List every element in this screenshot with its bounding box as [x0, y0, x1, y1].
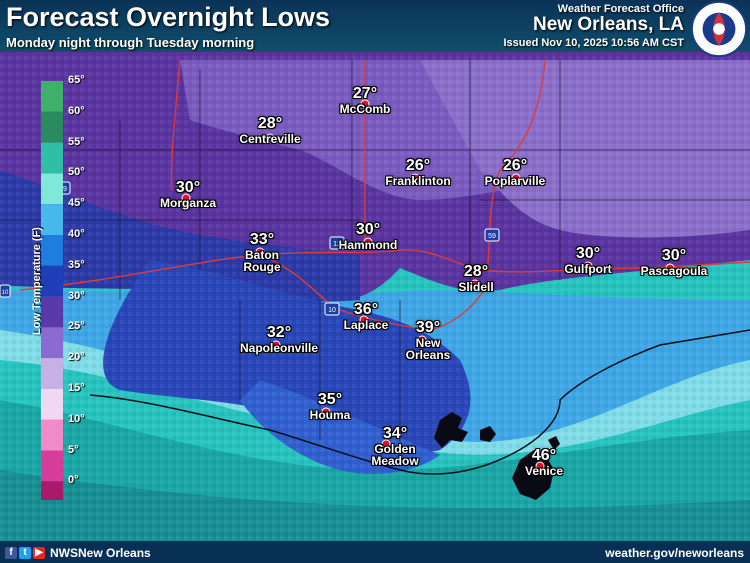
social-handle[interactable]: NWSNew Orleans: [50, 546, 151, 560]
legend-tick-label: 10°: [68, 412, 85, 425]
legend-tick-label: 65°: [68, 74, 85, 86]
website-link[interactable]: weather.gov/neworleans: [605, 546, 744, 560]
city-label-morganza: 30° Morganza: [159, 179, 217, 210]
city-label-new-orleans: 39° New Orleans: [405, 319, 451, 363]
highway-shield-label: 59: [488, 233, 496, 240]
legend-tick-label: 30°: [68, 289, 85, 302]
highway-shield-label: 12: [333, 241, 341, 248]
legend-swatch: [41, 450, 63, 482]
legend-tick-label: 5°: [68, 443, 79, 456]
city-dot: [535, 461, 545, 471]
legend-swatch: [41, 296, 63, 328]
footer-bar: f t ▶ NWSNew Orleans weather.gov/neworle…: [0, 541, 750, 563]
city-dot: [359, 315, 369, 325]
legend-swatch: [41, 111, 63, 143]
legend-tick-label: 35°: [68, 258, 85, 271]
highway-shield-label: 49: [59, 186, 67, 193]
page-subtitle: Monday night through Tuesday morning: [6, 35, 255, 50]
office-city: New Orleans, LA: [533, 14, 684, 35]
city-dot: [360, 99, 370, 109]
legend-swatch: [41, 235, 63, 266]
nws-logo[interactable]: [690, 0, 748, 58]
office-label: Weather Forecast Office: [557, 3, 684, 15]
city-label-gulfport: 30° Gulfport: [564, 245, 612, 276]
city-label-poplarville: 26° Poplarville: [484, 157, 546, 188]
legend-swatch: [41, 81, 63, 112]
legend-tick-label: 15°: [68, 382, 85, 394]
city-dot: [410, 173, 420, 183]
page-title: Forecast Overnight Lows: [6, 2, 331, 32]
highway-shield-label: 10: [328, 307, 336, 314]
legend-swatch: [41, 419, 63, 451]
social-icons: f t ▶: [5, 547, 45, 559]
city-label-venice: 46° Venice: [524, 447, 564, 478]
city-label-hammond: 30° Hammond: [338, 221, 398, 252]
city-label-pascagoula: 30° Pascagoula: [640, 247, 708, 278]
city-dot: [181, 193, 191, 203]
city-label-baton-rouge: 33° Baton Rouge: [243, 231, 281, 275]
legend-tick-label: 20°: [68, 351, 85, 364]
city-label-houma: 35° Houma: [309, 391, 351, 422]
issued-time: Issued Nov 10, 2025 10:56 AM CST: [503, 37, 684, 49]
city-label-napoleonville: 32° Napoleonville: [239, 324, 319, 355]
legend-axis-label: Low Temperature (F): [31, 227, 43, 335]
legend-swatch: [41, 358, 63, 389]
legend-color-bar: [41, 81, 63, 521]
legend-swatch: [41, 327, 63, 359]
legend-tick-label: 0°: [68, 474, 79, 487]
city-label-franklinton: 26° Franklinton: [385, 157, 451, 188]
city-dot: [265, 133, 275, 143]
city-label-mccomb: 27° McComb: [339, 85, 391, 116]
city-dot: [511, 173, 521, 183]
legend-tick-label: 55°: [68, 135, 85, 148]
city-dot: [321, 407, 331, 417]
city-dot: [417, 335, 427, 345]
legend-tick-label: 40°: [68, 228, 85, 240]
twitter-icon[interactable]: t: [19, 547, 31, 559]
legend-swatch: [41, 173, 63, 205]
highway-shield-label: 10: [2, 290, 9, 296]
youtube-icon[interactable]: ▶: [33, 547, 45, 559]
legend-swatch: [41, 142, 63, 174]
facebook-icon[interactable]: f: [5, 547, 17, 559]
legend-tick-label: 50°: [68, 166, 85, 179]
legend-swatch: [41, 265, 63, 297]
legend-tick-label: 60°: [68, 104, 85, 117]
city-dot: [470, 279, 480, 289]
legend-tick-label: 25°: [68, 320, 85, 333]
city-label-centreville: 28° Centreville: [239, 115, 301, 146]
city-dot: [255, 247, 265, 257]
legend-swatch: [41, 389, 63, 420]
city-dot: [271, 340, 281, 350]
city-label-slidell: 28° Slidell: [458, 263, 494, 294]
city-label-golden-meadow: 34° Golden Meadow: [371, 425, 419, 469]
city-dot: [363, 237, 373, 247]
city-dot: [381, 439, 391, 449]
legend-swatch: [41, 204, 63, 235]
city-dot: [583, 261, 593, 271]
city-label-laplace: 36° Laplace: [343, 301, 389, 332]
legend-tick-label: 45°: [68, 197, 85, 210]
city-dot: [665, 263, 675, 273]
temperature-legend: Low Temperature (F) 65° 60° 55° 50° 45° 40° 35…: [28, 74, 98, 521]
header-bar: Forecast Overnight Lows Monday night thr…: [0, 0, 750, 58]
